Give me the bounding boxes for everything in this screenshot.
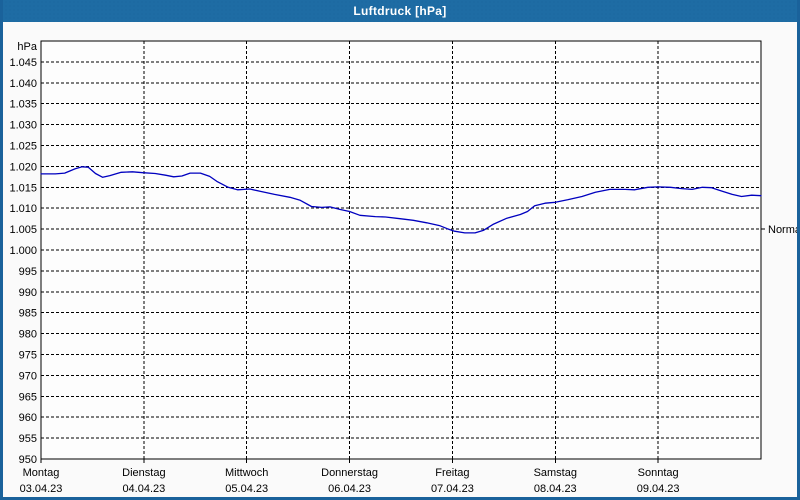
x-day-label: Montag	[23, 467, 60, 479]
x-date-label: 07.04.23	[431, 483, 474, 495]
y-tick-label: 1.045	[9, 57, 37, 69]
x-day-label: Sonntag	[638, 467, 679, 479]
y-tick-label: 1.035	[9, 99, 37, 111]
x-date-label: 08.04.23	[534, 483, 577, 495]
normal-label: Normal	[768, 224, 800, 236]
y-tick-label: 1.005	[9, 224, 37, 236]
y-tick-label: 995	[19, 266, 37, 278]
y-tick-label: 1.025	[9, 141, 37, 153]
y-tick-label: 950	[19, 454, 37, 466]
x-date-label: 03.04.23	[20, 483, 63, 495]
y-tick-label: 1.030	[9, 120, 37, 132]
y-tick-label: 985	[19, 308, 37, 320]
y-tick-label: 970	[19, 370, 37, 382]
x-day-label: Freitag	[435, 467, 469, 479]
y-tick-label: 975	[19, 350, 37, 362]
x-day-label: Samstag	[534, 467, 577, 479]
y-tick-label: 1.015	[9, 182, 37, 194]
x-date-label: 04.04.23	[122, 483, 165, 495]
titlebar[interactable]: Luftdruck [hPa]	[0, 0, 800, 22]
y-tick-label: 965	[19, 391, 37, 403]
y-axis-unit-label: hPa	[17, 41, 37, 53]
pressure-line-series	[40, 166, 762, 234]
window-title: Luftdruck [hPa]	[353, 4, 447, 18]
y-tick-label: 960	[19, 412, 37, 424]
y-tick-label: 1.020	[9, 161, 37, 173]
y-tick-label: 1.040	[9, 78, 37, 90]
y-tick-label: 1.010	[9, 203, 37, 215]
x-day-label: Donnerstag	[321, 467, 378, 479]
x-date-label: 09.04.23	[637, 483, 680, 495]
y-tick-label: 990	[19, 287, 37, 299]
x-day-label: Mittwoch	[225, 467, 268, 479]
x-date-label: 06.04.23	[328, 483, 371, 495]
x-day-label: Dienstag	[122, 467, 165, 479]
x-date-label: 05.04.23	[225, 483, 268, 495]
plot-border	[40, 40, 762, 460]
y-tick-label: 980	[19, 329, 37, 341]
y-tick-label: 955	[19, 433, 37, 445]
y-tick-label: 1.000	[9, 245, 37, 257]
